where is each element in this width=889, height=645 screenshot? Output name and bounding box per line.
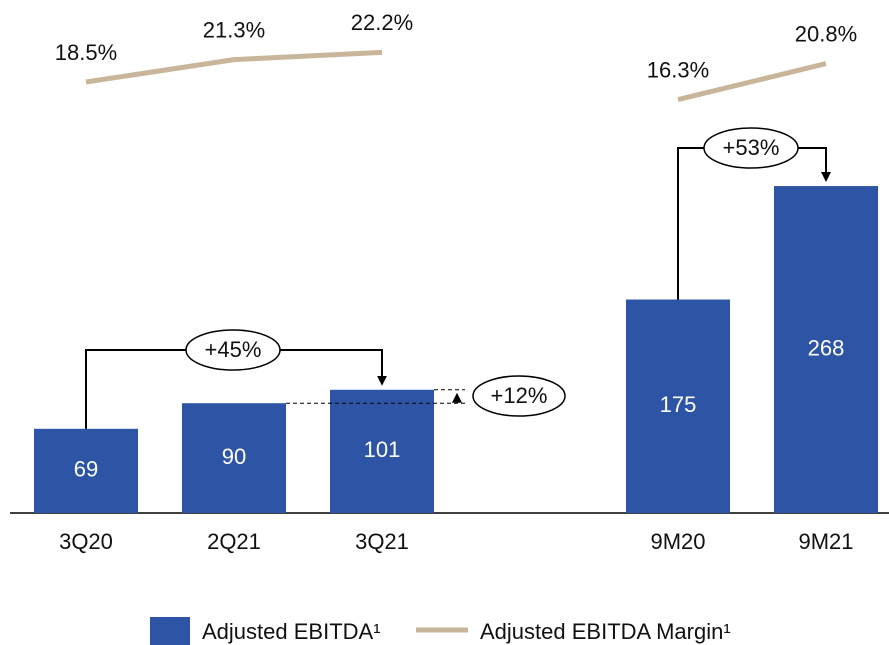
bar: [330, 389, 434, 513]
legend-swatch: [150, 617, 190, 645]
annotation-label: +53%: [723, 135, 780, 160]
margin-label: 21.3%: [203, 17, 265, 42]
margin-line: [85, 49, 383, 85]
margin-label: 22.2%: [351, 10, 413, 35]
x-tick-label: 9M21: [798, 529, 853, 554]
x-tick-label: 2Q21: [207, 529, 261, 554]
annotation-bubble: [185, 329, 281, 371]
bar: [182, 403, 286, 513]
legend-label: Adjusted EBITDA Margin¹: [480, 619, 731, 644]
bar-label: 268: [808, 335, 845, 360]
x-tick-label: 9M20: [650, 529, 705, 554]
margin-label: 18.5%: [55, 40, 117, 65]
bar: [34, 428, 138, 513]
bar-label: 69: [74, 457, 98, 482]
bar-label: 175: [660, 392, 697, 417]
x-tick-label: 3Q21: [355, 529, 409, 554]
margin-line: [677, 61, 827, 103]
annotation-bubble: [703, 127, 799, 169]
bar-label: 90: [222, 444, 246, 469]
annotation-bubble: [472, 375, 566, 417]
annotation-label: +12%: [491, 383, 548, 408]
bar: [774, 186, 878, 514]
bar-label: 101: [364, 437, 401, 462]
margin-label: 20.8%: [795, 21, 857, 46]
annotation-label: +45%: [205, 337, 262, 362]
margin-label: 16.3%: [647, 57, 709, 82]
x-tick-label: 3Q20: [59, 529, 113, 554]
legend-label: Adjusted EBITDA¹: [202, 619, 381, 644]
bar: [626, 299, 730, 513]
